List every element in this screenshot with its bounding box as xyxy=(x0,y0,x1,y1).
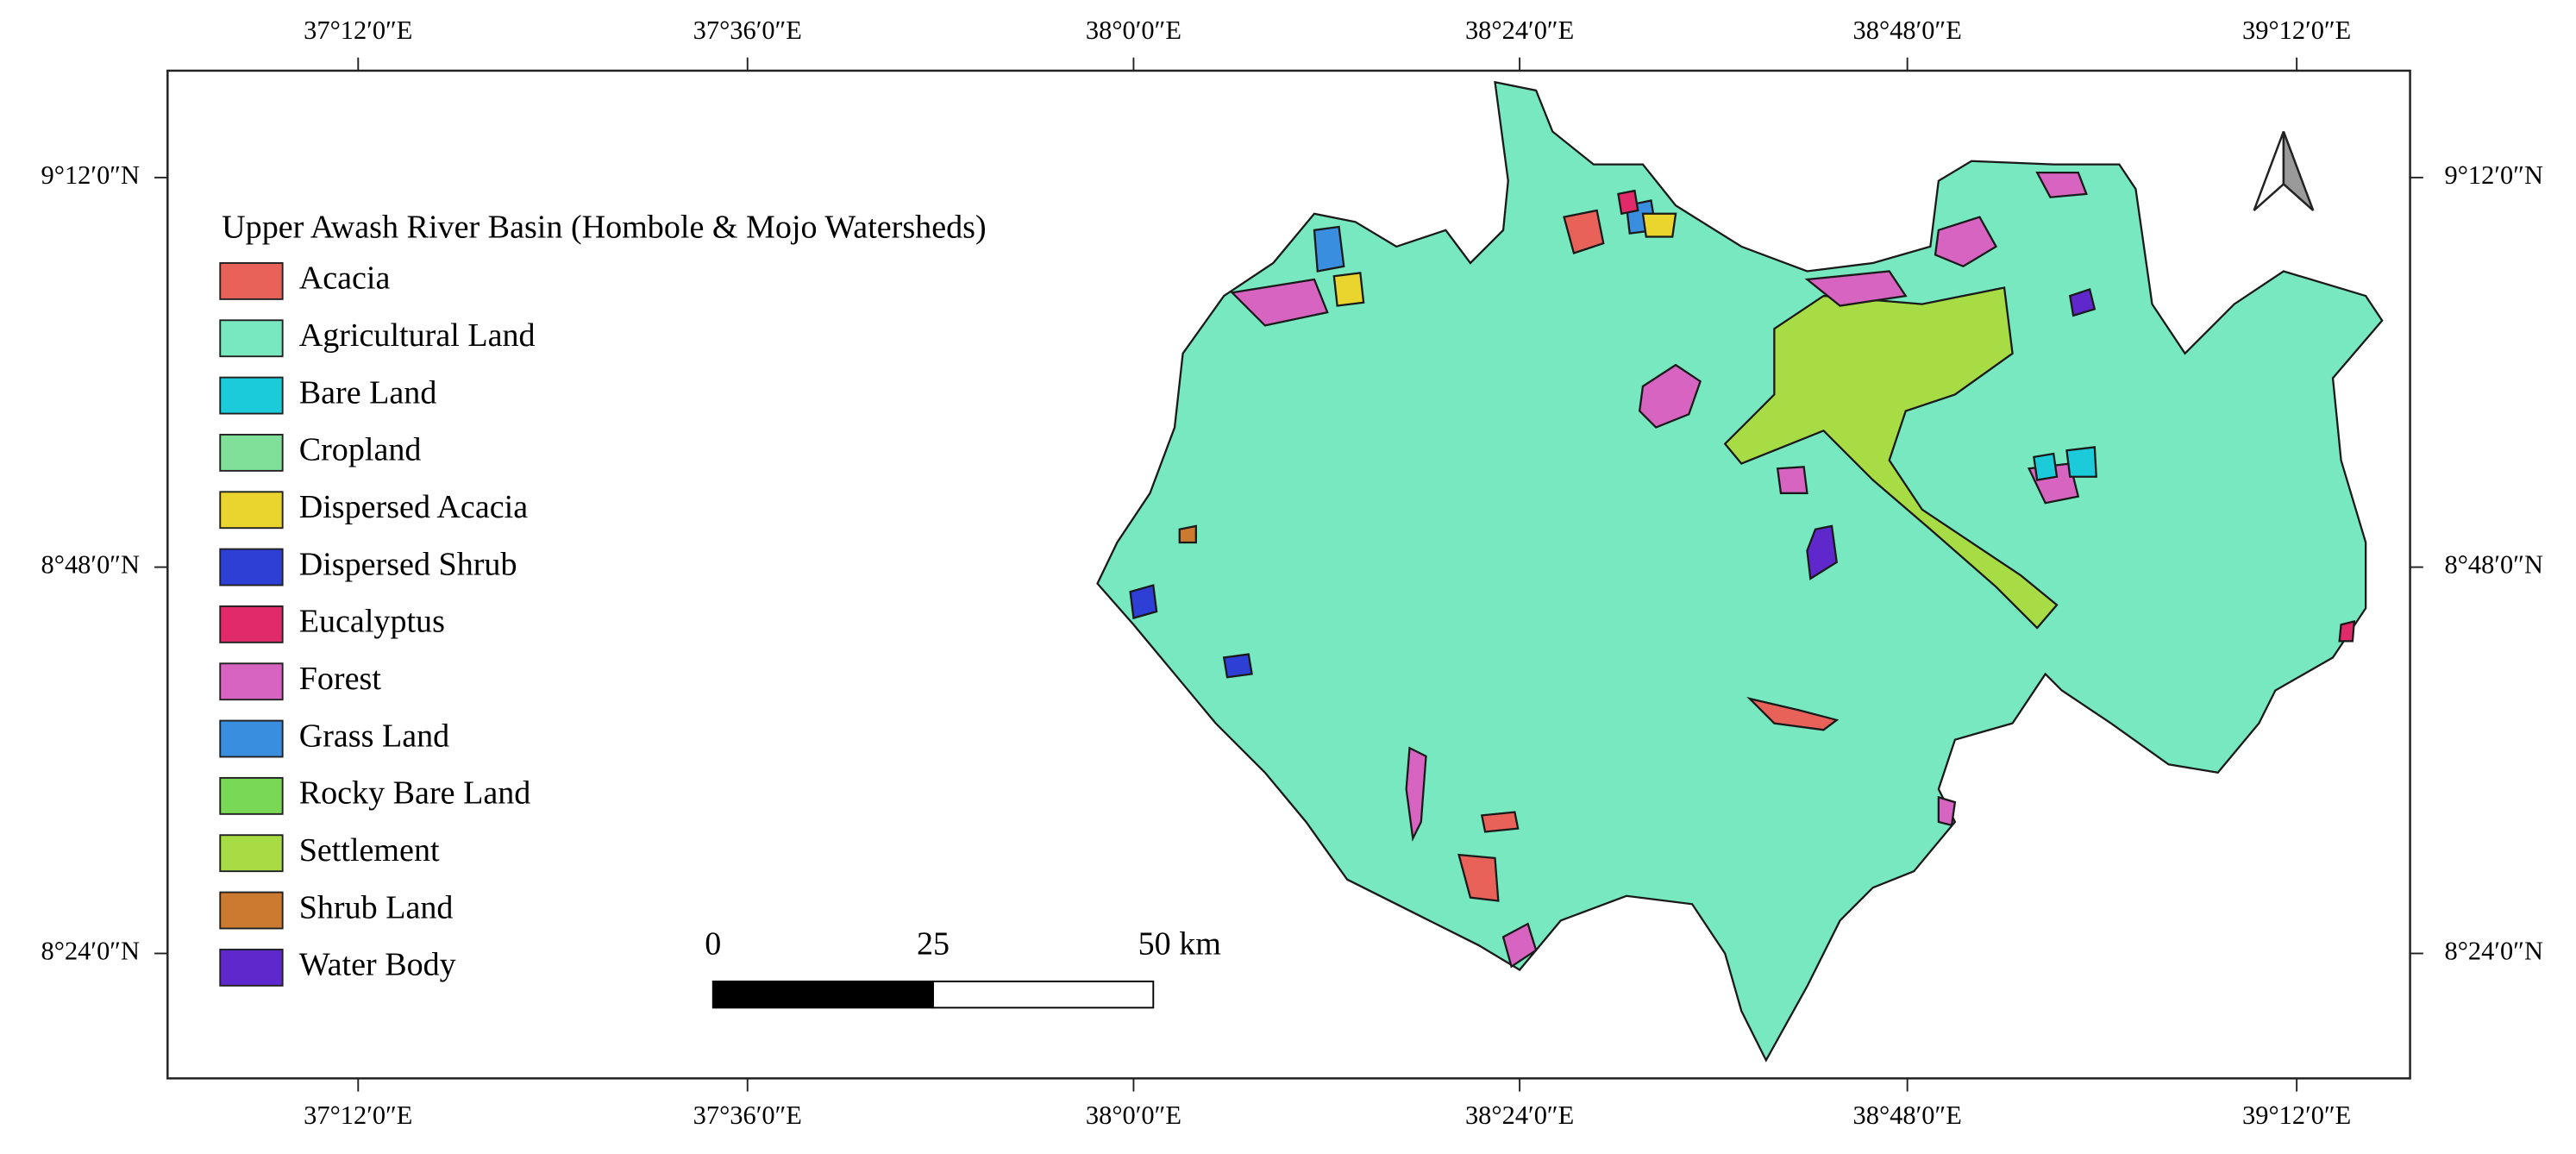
x-label-bottom: 37°12′0″E xyxy=(304,1101,412,1130)
legend-swatch xyxy=(219,719,284,758)
shrub-land-patch xyxy=(1178,524,1197,544)
x-label-top: 39°12′0″E xyxy=(2242,16,2351,45)
legend-label: Shrub Land xyxy=(299,889,454,925)
eucalyptus-patch xyxy=(1617,189,1639,216)
north-arrow xyxy=(2253,131,2315,211)
legend-label: Grass Land xyxy=(299,718,450,754)
forest-patch xyxy=(1501,922,1538,969)
graticule: 37°12′0″E 37°12′0″E 37°36′0″E 37°36′0″E 38°0… xyxy=(41,16,2543,1130)
scale-label: 0 xyxy=(705,926,721,963)
y-label-left: 8°48′0″N xyxy=(41,550,140,580)
y-label-right: 8°48′0″N xyxy=(2445,550,2543,580)
legend-swatch xyxy=(219,433,284,472)
map-frame xyxy=(166,69,2411,1080)
x-label-bottom: 37°36′0″E xyxy=(693,1101,802,1130)
forest-patch xyxy=(1230,278,1329,327)
legend-swatch xyxy=(219,548,284,586)
legend-swatch xyxy=(219,776,284,815)
x-label-bottom: 38°0′0″E xyxy=(1086,1101,1181,1130)
legend-label: Rocky Bare Land xyxy=(299,775,531,812)
dispersed-acacia-patch xyxy=(1332,272,1365,307)
scale-label: 50 km xyxy=(1138,926,1222,963)
x-label-bottom: 38°24′0″E xyxy=(1465,1101,1574,1130)
forest-patch xyxy=(1405,746,1427,842)
eucalyptus-patch xyxy=(2338,619,2356,643)
legend-swatch xyxy=(219,891,284,930)
acacia-patch xyxy=(1746,697,1840,731)
acacia-patch xyxy=(1457,853,1500,902)
forest-patch xyxy=(2035,171,2088,198)
legend-label: Water Body xyxy=(299,947,456,983)
legend-title: Upper Awash River Basin (Hombole & Mojo … xyxy=(222,210,987,246)
legend-swatch xyxy=(219,662,284,701)
bare-land-patch xyxy=(2065,446,2097,478)
legend-swatch xyxy=(219,491,284,530)
bare-land-patch xyxy=(2033,452,2059,481)
legend-label: Bare Land xyxy=(299,374,437,411)
x-label-top: 38°24′0″E xyxy=(1465,16,1574,45)
legend-swatch xyxy=(219,262,284,300)
dispersed-shrub-patch xyxy=(1129,584,1158,620)
water-body-patch xyxy=(1806,524,1838,580)
y-label-right: 9°12′0″N xyxy=(2445,160,2543,190)
legend-swatch xyxy=(219,605,284,643)
legend-label: Acacia xyxy=(299,260,391,297)
legend-label: Dispersed Acacia xyxy=(299,489,529,525)
x-label-top: 38°48′0″E xyxy=(1853,16,1962,45)
legend-label: Agricultural Land xyxy=(299,317,536,354)
acacia-patch xyxy=(1480,811,1520,833)
dispersed-shrub-patch xyxy=(1222,653,1253,679)
x-label-top: 37°12′0″E xyxy=(304,16,412,45)
scale-label: 25 xyxy=(917,926,950,963)
legend: Upper Awash River Basin (Hombole & Mojo … xyxy=(219,210,987,987)
north-arrow-right xyxy=(2282,131,2315,211)
basin xyxy=(1096,80,2384,1063)
water-body-patch xyxy=(2068,287,2097,317)
dispersed-acacia-patch xyxy=(1641,212,1677,238)
grass-land-patch xyxy=(1313,225,1345,273)
legend-label: Cropland xyxy=(299,432,422,468)
scale-bar-segment xyxy=(932,980,1155,1009)
legend-label: Eucalyptus xyxy=(299,604,445,640)
x-label-top: 38°0′0″E xyxy=(1086,16,1181,45)
forest-patch xyxy=(1804,270,1908,307)
scale-bar: 0 25 50 km xyxy=(705,926,1222,1009)
x-label-bottom: 39°12′0″E xyxy=(2242,1101,2351,1130)
scale-bar-segment xyxy=(711,980,934,1009)
forest-patch xyxy=(1937,795,1957,827)
y-label-right: 8°24′0″N xyxy=(2445,936,2543,965)
legend-label: Dispersed Shrub xyxy=(299,546,517,582)
legend-swatch xyxy=(219,376,284,415)
y-label-left: 9°12′0″N xyxy=(41,160,140,190)
y-label-left: 8°24′0″N xyxy=(41,936,140,965)
forest-patch xyxy=(1638,363,1702,429)
legend-swatch xyxy=(219,319,284,358)
legend-swatch xyxy=(219,948,284,987)
x-label-top: 37°36′0″E xyxy=(693,16,802,45)
acacia-patch xyxy=(1563,209,1605,254)
x-label-bottom: 38°48′0″E xyxy=(1853,1101,1962,1130)
legend-label: Settlement xyxy=(299,832,440,869)
forest-patch xyxy=(1776,466,1808,494)
legend-label: Forest xyxy=(299,661,382,697)
forest-patch xyxy=(1934,216,1998,268)
legend-swatch xyxy=(219,834,284,873)
settlement-area xyxy=(1723,286,2059,630)
